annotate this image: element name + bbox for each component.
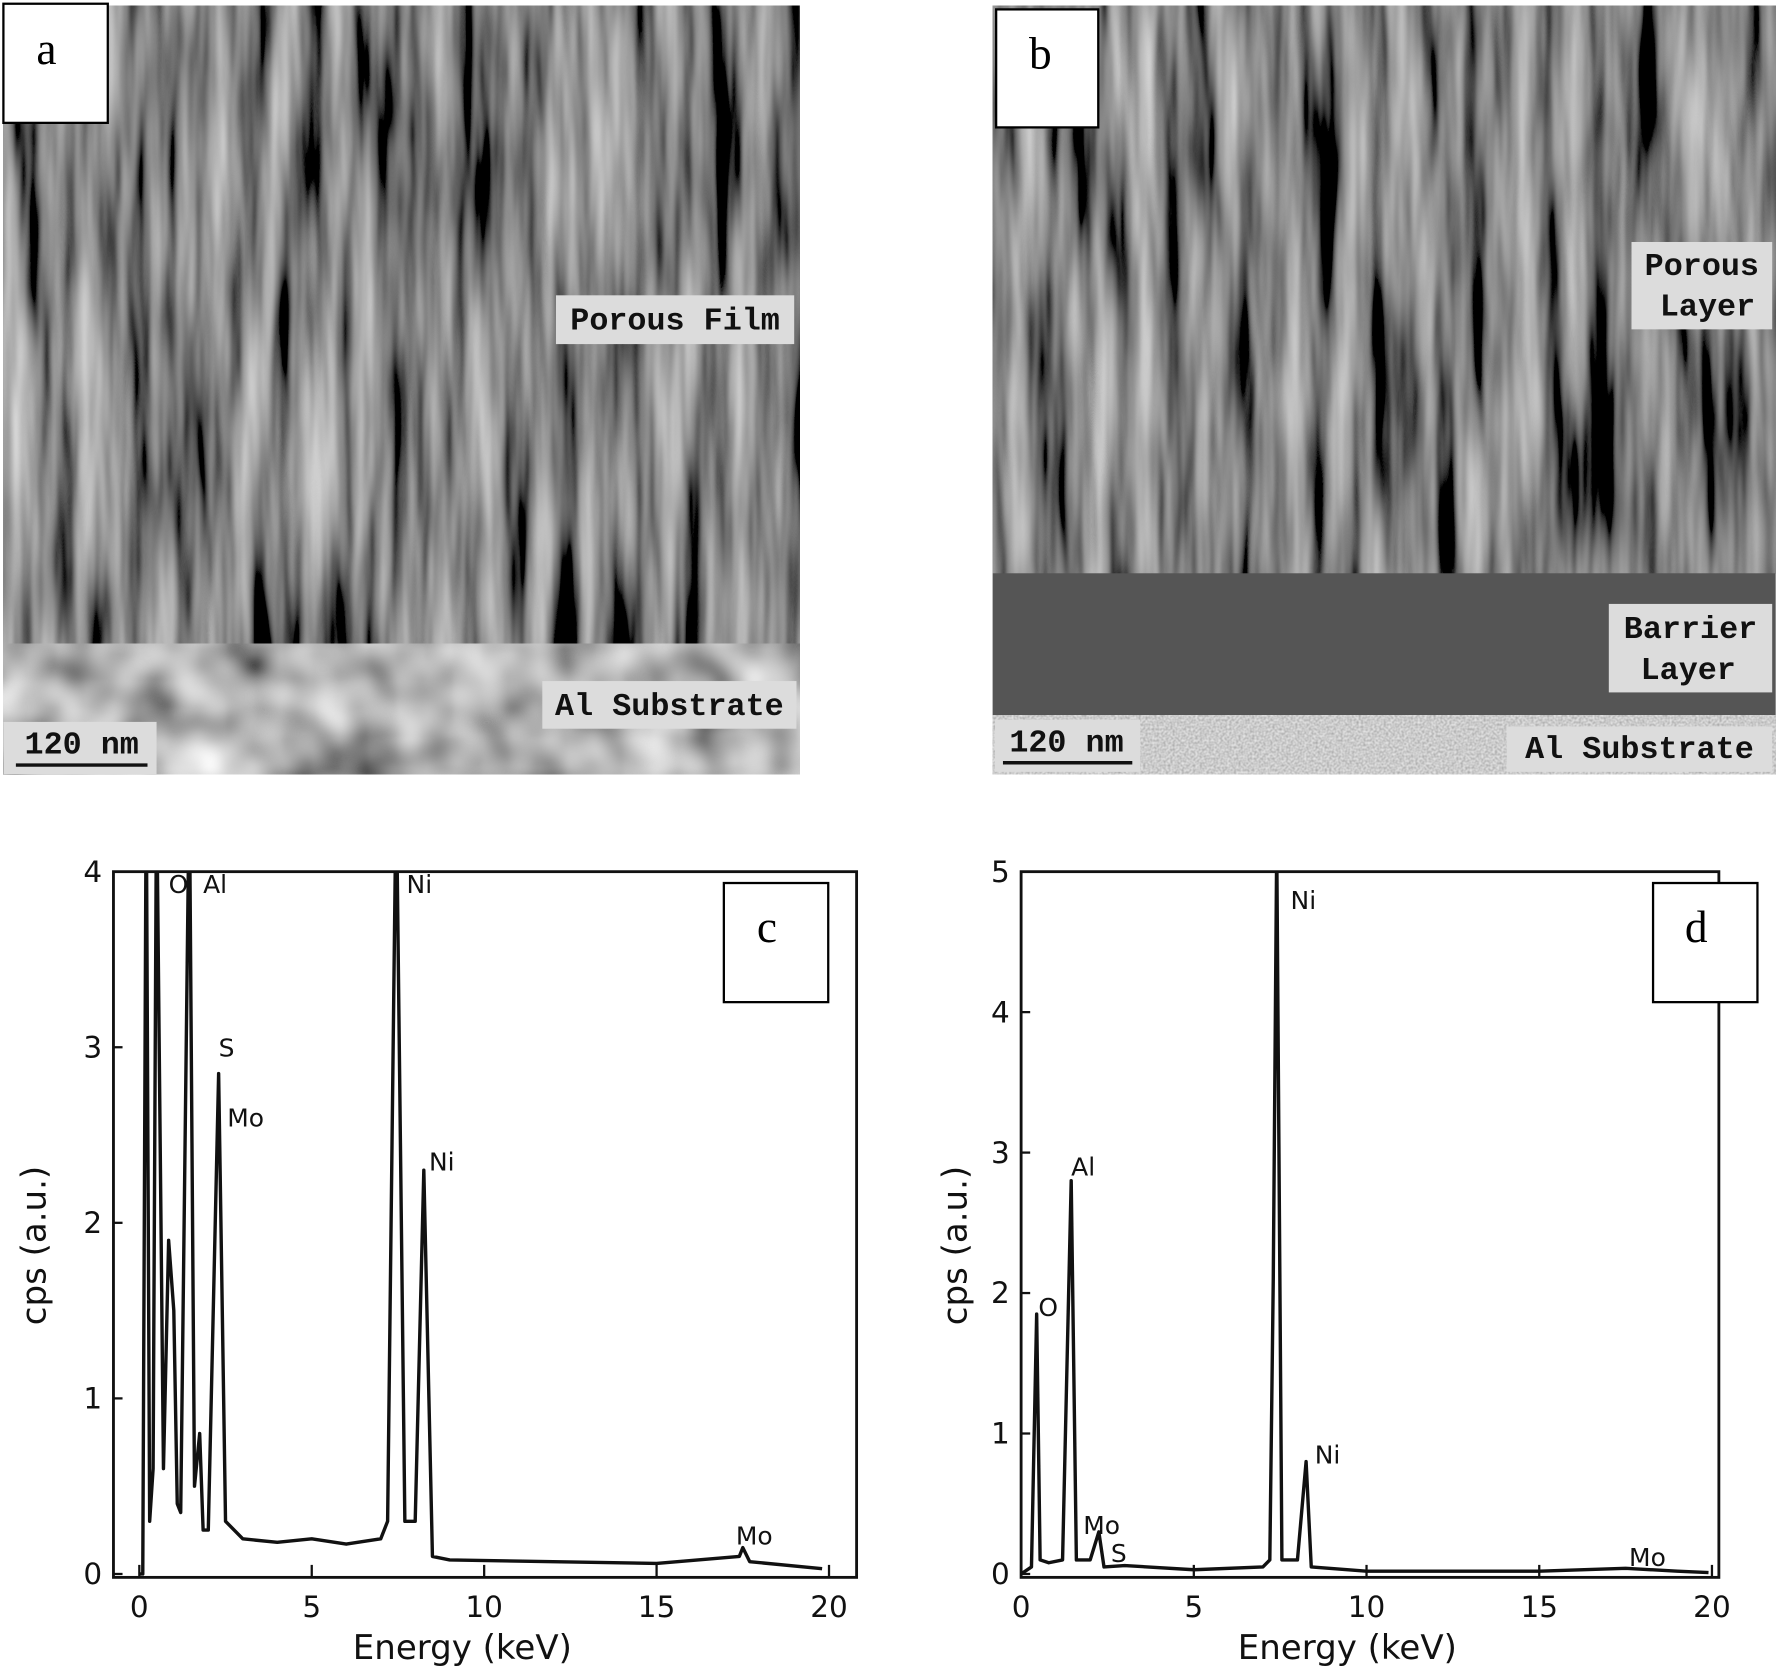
label-box	[1506, 726, 1773, 772]
image-label: Layer	[1660, 290, 1755, 326]
panel-letter: c	[757, 902, 777, 952]
image-label: Barrier	[1624, 612, 1757, 648]
panel-letter: a	[36, 24, 56, 74]
y-tick-label: 5	[991, 855, 1010, 889]
peak-label: Ni	[1291, 886, 1317, 915]
x-axis-label: Energy (keV)	[1238, 1628, 1457, 1668]
scale-bar-label: 120 nm	[25, 728, 139, 764]
x-tick-label: 15	[638, 1590, 676, 1624]
x-tick-label: 15	[1520, 1590, 1558, 1624]
image-label: Layer	[1641, 653, 1736, 689]
x-tick-label: 10	[1348, 1590, 1386, 1624]
label-box	[1608, 603, 1773, 693]
peak-label: Ni	[407, 870, 433, 899]
y-tick-label: 1	[991, 1417, 1010, 1451]
peak-label: O	[169, 870, 189, 899]
x-tick-label: 5	[1184, 1590, 1203, 1624]
y-tick-label: 0	[991, 1557, 1010, 1591]
panel-letter-box	[722, 881, 830, 1004]
plot-frame	[1019, 870, 1721, 1579]
peak-label: Ni	[429, 1147, 455, 1176]
peak-label: S	[1111, 1539, 1127, 1568]
spectrum-chart: 0 5 10 15 20 0 1 2 3 4 O Al Ni S Mo Ni Mo Energy (keV) cps…	[14, 855, 859, 1668]
y-axis-label: cps (a.u.)	[14, 1166, 54, 1325]
peak-label: Mo	[736, 1521, 773, 1550]
image-label: Porous	[1645, 249, 1759, 285]
peak-label: O	[1038, 1293, 1058, 1322]
peak-label: Al	[1071, 1153, 1095, 1182]
x-tick-label: 20	[1693, 1590, 1731, 1624]
peak-label: Ni	[1315, 1441, 1341, 1470]
panel-letter: b	[1029, 28, 1052, 78]
x-tick-label: 0	[130, 1590, 149, 1624]
plot-frame	[112, 870, 859, 1579]
y-tick-label: 2	[991, 1276, 1010, 1310]
y-tick-label: 3	[83, 1030, 102, 1064]
peak-label: S	[219, 1033, 235, 1062]
image-label: Porous Film	[570, 303, 780, 339]
panel-letter-box	[1651, 881, 1759, 1004]
peak-label: Mo	[1629, 1543, 1666, 1572]
y-tick-label: 4	[83, 855, 102, 889]
label-box	[555, 295, 795, 345]
y-tick-label: 2	[83, 1206, 102, 1240]
x-tick-label: 20	[810, 1590, 848, 1624]
panel-letter-box	[995, 8, 1100, 129]
image-label: Al Substrate	[1525, 732, 1754, 768]
x-axis-label: Energy (keV)	[353, 1628, 572, 1668]
scale-bar-label: 120 nm	[1009, 725, 1123, 761]
peak-label: Al	[203, 870, 227, 899]
x-tick-label: 10	[465, 1590, 503, 1624]
y-tick-label: 4	[991, 995, 1010, 1029]
label-box	[1631, 241, 1773, 330]
image-label: Al Substrate	[555, 689, 784, 725]
y-axis-label: cps (a.u.)	[936, 1166, 976, 1325]
y-tick-label: 0	[83, 1557, 102, 1591]
spectrum-line	[139, 871, 823, 1576]
peak-label: Mo	[227, 1104, 264, 1133]
peak-label: Mo	[1083, 1511, 1120, 1540]
x-tick-label: 0	[1012, 1590, 1031, 1624]
panel-letter: d	[1685, 902, 1708, 952]
micrograph-a: Porous Film Al Substrate 120 nm a	[2, 2, 800, 775]
micrograph-b: Porous Layer Barrier Layer Al Substrate …	[992, 5, 1776, 775]
y-tick-label: 3	[991, 1136, 1010, 1170]
label-box	[542, 681, 797, 729]
y-tick-label: 1	[83, 1382, 102, 1416]
x-tick-label: 5	[302, 1590, 321, 1624]
spectrum-line	[1021, 871, 1709, 1576]
panel-letter-box	[2, 2, 109, 124]
